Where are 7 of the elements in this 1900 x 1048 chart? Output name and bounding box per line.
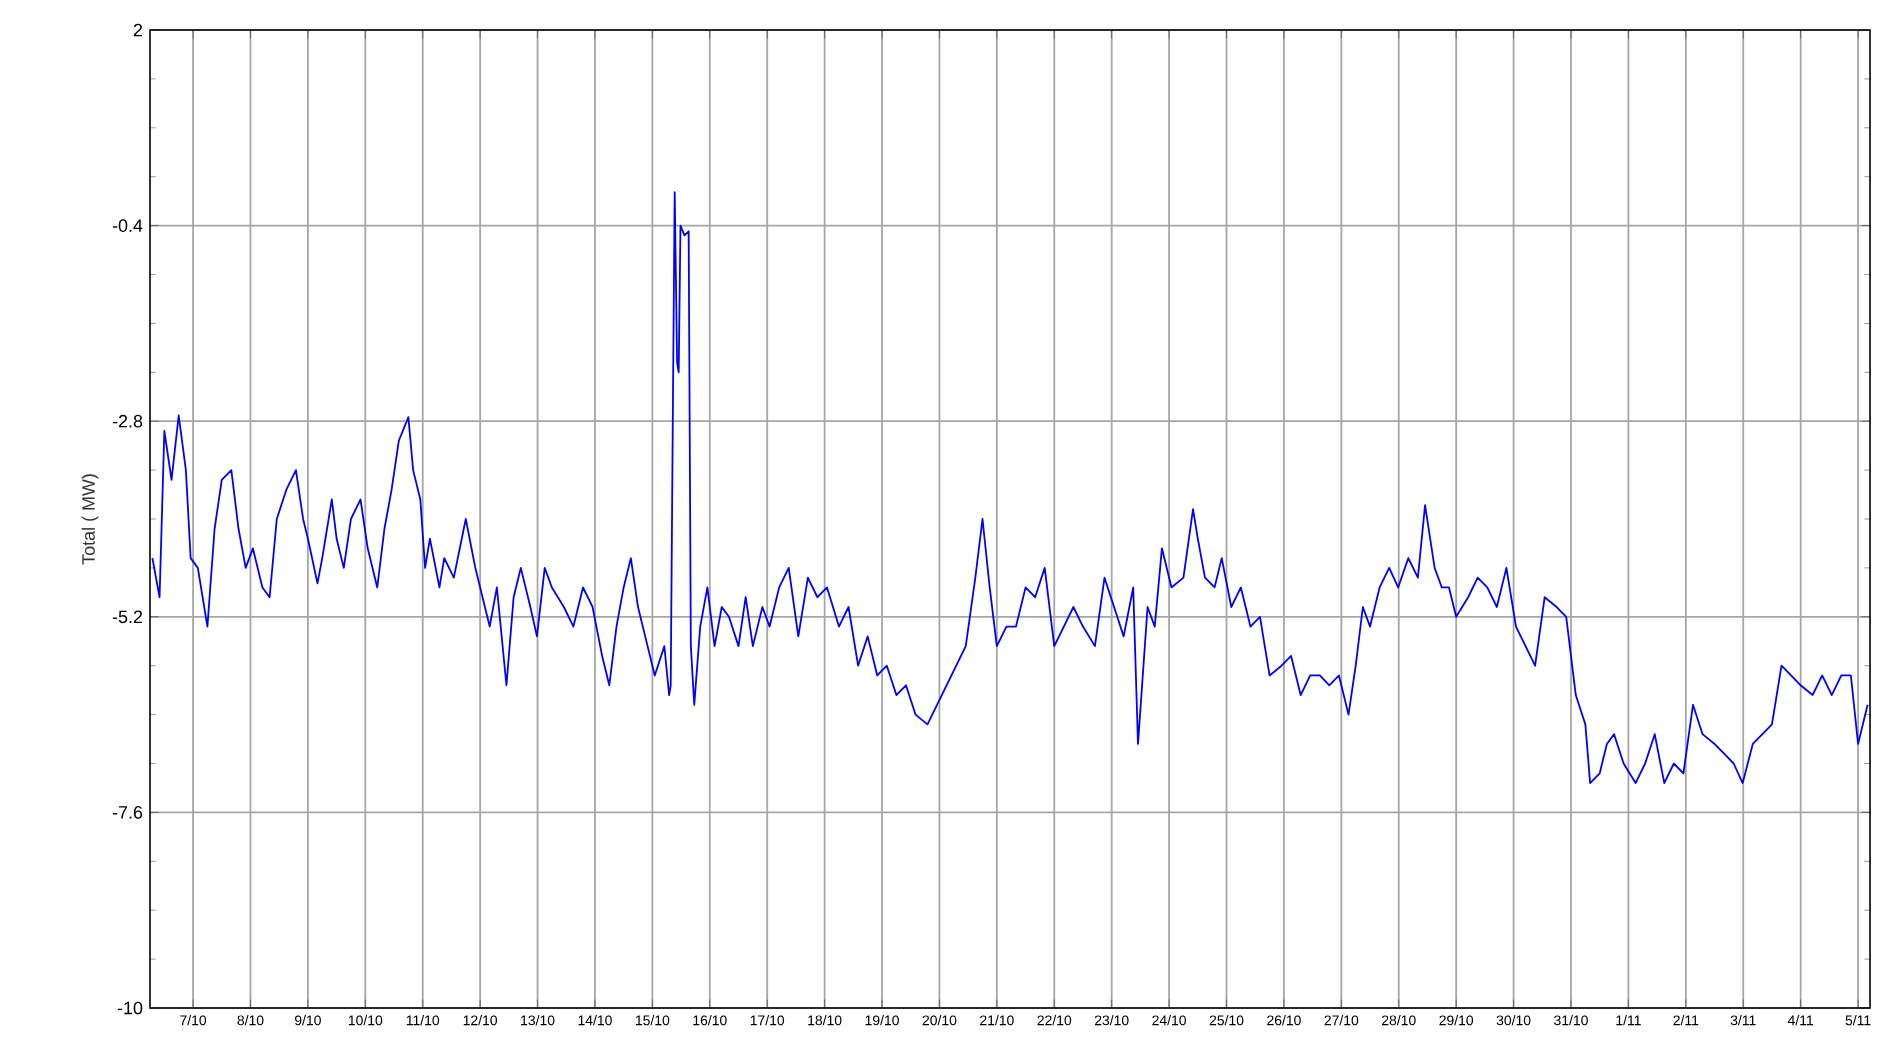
y-axis-title: Total ( MW) (81, 474, 99, 565)
y-tick-label: -2.8 (112, 414, 143, 428)
y-tick-label: -10 (117, 1001, 143, 1015)
y-tick-label: 2 (133, 23, 143, 37)
y-tick-label: -5.2 (112, 610, 143, 624)
y-tick-label: -7.6 (112, 806, 143, 819)
y-tick-label: -0.4 (112, 219, 143, 232)
